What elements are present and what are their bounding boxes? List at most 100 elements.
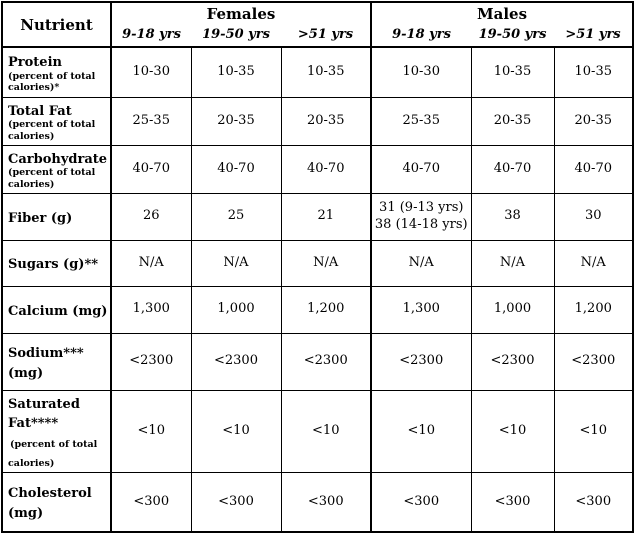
value-cell: <2300 [280, 332, 372, 391]
row-sublabel: (percent of total calories)* [8, 70, 96, 94]
row-label-cell: Sugars (g)** [1, 239, 112, 287]
value-cell: N/A [110, 239, 192, 287]
row-label-cell: Protein (percent of total calories)* [1, 46, 112, 98]
row-label-cell: Sodium*** (mg) [1, 332, 112, 391]
value-cell: 40-70 [280, 144, 372, 194]
value-cell: 1,000 [190, 285, 282, 334]
header-cell-females-19-50: 19-50 yrs [191, 24, 281, 48]
value-cell: 10-35 [553, 46, 634, 98]
value-cell: <10 [370, 389, 472, 473]
value-cell: 1,200 [553, 285, 634, 334]
value-cell: <10 [110, 389, 192, 473]
value-cell: 25-35 [370, 96, 472, 146]
row-label-cell: Saturated Fat**** (percent of total calo… [1, 389, 112, 473]
row-label-cell: Calcium (mg) [1, 285, 112, 334]
value-cell: 40-70 [190, 144, 282, 194]
table-row-sugars: Sugars (g)** N/A N/A N/A N/A N/A N/A [1, 239, 634, 287]
value-cell: 40-70 [370, 144, 472, 194]
row-label-cell: Fiber (g) [1, 192, 112, 241]
value-cell: N/A [470, 239, 555, 287]
table-row-total-fat: Total Fat (percent of total calories) 25… [1, 96, 634, 146]
row-label: Carbohydrate [8, 151, 108, 167]
value-cell: <10 [470, 389, 555, 473]
value-cell: 20-35 [470, 96, 555, 146]
value-cell: <2300 [470, 332, 555, 391]
row-label: Protein [8, 55, 62, 71]
value-cell: N/A [280, 239, 372, 287]
value-cell: 10-30 [370, 46, 472, 98]
table-body: Protein (percent of total calories)* 10-… [1, 46, 634, 533]
header-age-row: 9-18 yrs 19-50 yrs >51 yrs 9-18 yrs 19-5… [2, 24, 634, 48]
header-cell-males-51plus: >51 yrs [554, 24, 634, 48]
row-label-cell: Total Fat (percent of total calories) [1, 96, 112, 146]
row-label: Saturated Fat**** [8, 396, 80, 432]
value-cell: <10 [553, 389, 634, 473]
table-row-sodium: Sodium*** (mg) <2300 <2300 <2300 <2300 <… [1, 332, 634, 391]
value-cell: 40-70 [553, 144, 634, 194]
header-cell-nutrient: Nutrient [1, 1, 112, 48]
row-label: Cholesterol (mg) [8, 486, 92, 521]
value-cell: 10-35 [470, 46, 555, 98]
value-cell: 1,300 [110, 285, 192, 334]
value-cell: 31 (9-13 yrs) 38 (14-18 yrs) [370, 192, 472, 241]
table-row-calcium: Calcium (mg) 1,300 1,000 1,200 1,300 1,0… [1, 285, 634, 334]
row-label: Total Fat [8, 103, 72, 119]
value-cell: N/A [370, 239, 472, 287]
table-row-carbohydrate: Carbohydrate (percent of total calories)… [1, 144, 634, 194]
value-cell: <300 [370, 471, 472, 533]
row-label: Calcium (mg) [8, 303, 108, 319]
value-cell: <2300 [370, 332, 472, 391]
table-header: Nutrient Females Males 9-18 yrs 19-50 yr… [1, 1, 634, 48]
value-cell: 20-35 [280, 96, 372, 146]
table-row-cholesterol: Cholesterol (mg) <300 <300 <300 <300 <30… [1, 471, 634, 533]
table-row-fiber: Fiber (g) 26 25 21 31 (9-13 yrs) 38 (14-… [1, 192, 634, 241]
value-cell: 10-35 [280, 46, 372, 98]
value-cell: 20-35 [190, 96, 282, 146]
value-cell: 38 [470, 192, 555, 241]
header-cell-males-19-50: 19-50 yrs [471, 24, 554, 48]
value-cell: 25-35 [110, 96, 192, 146]
value-cell: N/A [553, 239, 634, 287]
value-cell: 26 [110, 192, 192, 241]
value-cell: <300 [190, 471, 282, 533]
value-cell: 10-35 [190, 46, 282, 98]
header-cell-males: Males [369, 1, 634, 24]
value-cell: 1,000 [470, 285, 555, 334]
row-label-cell: Cholesterol (mg) [1, 471, 112, 533]
row-label: Sugars (g)** [8, 257, 99, 273]
value-cell: 40-70 [110, 144, 192, 194]
header-cell-females: Females [110, 1, 372, 24]
value-cell: 20-35 [553, 96, 634, 146]
value-cell: N/A [190, 239, 282, 287]
header-cell-males-9-18: 9-18 yrs [370, 24, 471, 48]
value-cell: 21 [280, 192, 372, 241]
header-cell-females-9-18: 9-18 yrs [110, 24, 191, 48]
value-cell: 30 [553, 192, 634, 241]
row-sublabel: (percent of total calories) [8, 438, 98, 469]
table-row-protein: Protein (percent of total calories)* 10-… [1, 46, 634, 98]
value-cell: <10 [280, 389, 372, 473]
value-cell: <2300 [110, 332, 192, 391]
value-cell: <10 [190, 389, 282, 473]
value-cell: 10-30 [110, 46, 192, 98]
row-sublabel: (percent of total calories) [8, 167, 96, 190]
row-label: Sodium*** (mg) [8, 345, 84, 381]
header-cell-females-51plus: >51 yrs [281, 24, 371, 48]
value-cell: <2300 [553, 332, 634, 391]
value-cell: <300 [470, 471, 555, 533]
value-cell: <300 [280, 471, 372, 533]
value-cell: <2300 [190, 332, 282, 391]
value-cell: 25 [190, 192, 282, 241]
row-label-cell: Carbohydrate (percent of total calories) [1, 144, 112, 194]
value-cell: 1,200 [280, 285, 372, 334]
value-cell: <300 [110, 471, 192, 533]
value-cell: <300 [553, 471, 634, 533]
header-group-row: Nutrient Females Males [1, 1, 634, 48]
table-row-saturated-fat: Saturated Fat**** (percent of total calo… [1, 389, 634, 473]
value-cell: 40-70 [470, 144, 555, 194]
value-cell: 1,300 [370, 285, 472, 334]
row-label: Fiber (g) [8, 210, 73, 226]
row-sublabel: (percent of total calories) [8, 119, 96, 142]
